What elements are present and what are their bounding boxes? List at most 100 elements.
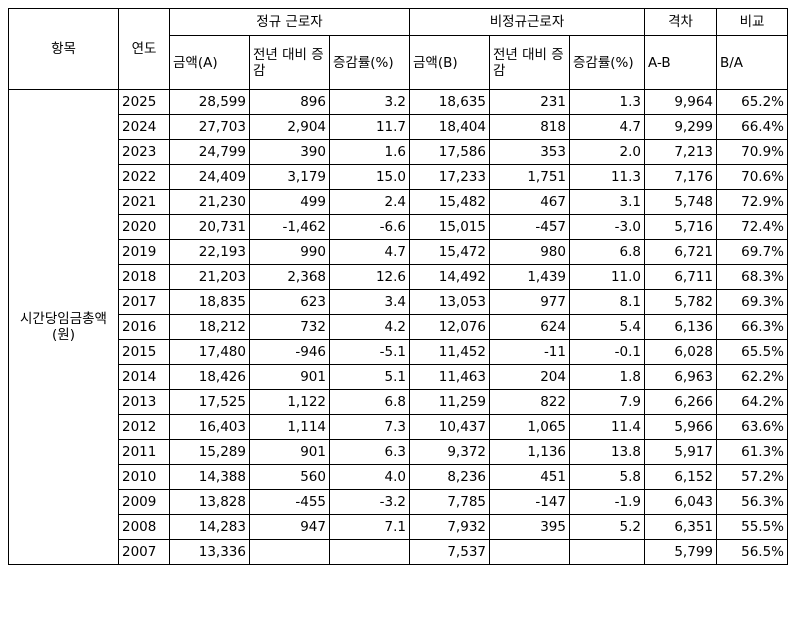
regular-amount-cell: 15,289	[169, 439, 250, 465]
gap-cell: 6,136	[644, 314, 717, 340]
nonregular-rate-cell: -0.1	[569, 339, 645, 365]
table-row: 2013 17,525 1,122 6.8 11,259 822 7.9 6,266 64.2%	[9, 389, 788, 415]
regular-rate-cell: 3.4	[329, 289, 410, 315]
nonregular-amount-cell: 18,404	[409, 114, 490, 140]
gap-cell: 9,964	[644, 89, 717, 115]
header-gap: 격차	[644, 8, 717, 36]
year-cell: 2017	[118, 289, 170, 315]
regular-rate-cell: 7.3	[329, 414, 410, 440]
ratio-cell: 66.3%	[716, 314, 788, 340]
year-cell: 2010	[118, 464, 170, 490]
gap-cell: 6,351	[644, 514, 717, 540]
year-cell: 2023	[118, 139, 170, 165]
regular-change-cell: 901	[249, 439, 330, 465]
regular-change-cell: 3,179	[249, 164, 330, 190]
nonregular-change-cell: 624	[489, 314, 570, 340]
nonregular-change-cell: 451	[489, 464, 570, 490]
table-row: 2010 14,388 560 4.0 8,236 451 5.8 6,152 57.2%	[9, 464, 788, 490]
ratio-cell: 72.4%	[716, 214, 788, 240]
regular-change-cell: 1,122	[249, 389, 330, 415]
regular-amount-cell: 27,703	[169, 114, 250, 140]
header-ratio-formula: B/A	[716, 35, 788, 90]
nonregular-amount-cell: 10,437	[409, 414, 490, 440]
nonregular-rate-cell: 4.7	[569, 114, 645, 140]
header-gap-formula: A-B	[644, 35, 717, 90]
regular-rate-cell: 4.7	[329, 239, 410, 265]
regular-change-cell: 901	[249, 364, 330, 390]
nonregular-change-cell: 395	[489, 514, 570, 540]
year-cell: 2013	[118, 389, 170, 415]
wage-table: 항목 연도 정규 근로자 비정규근로자 격차 비교 금액(A) 전년 대비 증감…	[8, 8, 788, 565]
table-body: 시간당임금총액 (원) 2025 28,599 896 3.2 18,635 231 1.3 9…	[8, 89, 788, 565]
header-nonregular: 비정규근로자	[409, 8, 645, 36]
year-cell: 2024	[118, 114, 170, 140]
nonregular-amount-cell: 17,586	[409, 139, 490, 165]
nonregular-change-cell: 1,751	[489, 164, 570, 190]
regular-change-cell: 732	[249, 314, 330, 340]
year-cell: 2016	[118, 314, 170, 340]
year-cell: 2022	[118, 164, 170, 190]
regular-amount-cell: 14,283	[169, 514, 250, 540]
gap-cell: 5,917	[644, 439, 717, 465]
nonregular-amount-cell: 7,932	[409, 514, 490, 540]
nonregular-rate-cell: -3.0	[569, 214, 645, 240]
nonregular-amount-cell: 11,463	[409, 364, 490, 390]
nonregular-amount-cell: 11,452	[409, 339, 490, 365]
gap-cell: 5,799	[644, 539, 717, 565]
year-cell: 2025	[118, 89, 170, 115]
regular-amount-cell: 17,525	[169, 389, 250, 415]
nonregular-change-cell: 353	[489, 139, 570, 165]
table-container: 항목 연도 정규 근로자 비정규근로자 격차 비교 금액(A) 전년 대비 증감…	[8, 8, 788, 565]
nonregular-amount-cell: 7,785	[409, 489, 490, 515]
gap-cell: 6,266	[644, 389, 717, 415]
gap-cell: 5,966	[644, 414, 717, 440]
gap-cell: 5,748	[644, 189, 717, 215]
header-reg-change: 전년 대비 증감	[249, 35, 330, 90]
nonregular-rate-cell: 2.0	[569, 139, 645, 165]
nonregular-amount-cell: 14,492	[409, 264, 490, 290]
nonregular-amount-cell: 13,053	[409, 289, 490, 315]
regular-amount-cell: 20,731	[169, 214, 250, 240]
regular-change-cell: -946	[249, 339, 330, 365]
ratio-cell: 56.3%	[716, 489, 788, 515]
nonregular-rate-cell: -1.9	[569, 489, 645, 515]
nonregular-rate-cell: 6.8	[569, 239, 645, 265]
year-cell: 2020	[118, 214, 170, 240]
header-row-2: 금액(A) 전년 대비 증감 증감률(%) 금액(B) 전년 대비 증감 증감률…	[9, 35, 788, 90]
gap-cell: 9,299	[644, 114, 717, 140]
regular-change-cell: 623	[249, 289, 330, 315]
regular-rate-cell: 3.2	[329, 89, 410, 115]
item-label: 시간당임금총액 (원)	[8, 89, 119, 565]
regular-rate-cell: 2.4	[329, 189, 410, 215]
nonregular-amount-cell: 15,482	[409, 189, 490, 215]
regular-rate-cell: 6.8	[329, 389, 410, 415]
header-regular: 정규 근로자	[169, 8, 410, 36]
nonregular-rate-cell: 5.4	[569, 314, 645, 340]
table-row: 2011 15,289 901 6.3 9,372 1,136 13.8 5,917 61.3%	[9, 439, 788, 465]
table-row: 2016 18,212 732 4.2 12,076 624 5.4 6,136 66.3%	[9, 314, 788, 340]
regular-change-cell: -1,462	[249, 214, 330, 240]
ratio-cell: 66.4%	[716, 114, 788, 140]
nonregular-rate-cell: 5.8	[569, 464, 645, 490]
regular-amount-cell: 21,203	[169, 264, 250, 290]
regular-rate-cell: 7.1	[329, 514, 410, 540]
nonregular-amount-cell: 11,259	[409, 389, 490, 415]
regular-amount-cell: 22,193	[169, 239, 250, 265]
nonregular-rate-cell: 1.8	[569, 364, 645, 390]
nonregular-rate-cell: 5.2	[569, 514, 645, 540]
year-cell: 2011	[118, 439, 170, 465]
table-row: 2008 14,283 947 7.1 7,932 395 5.2 6,351 55.5%	[9, 514, 788, 540]
year-cell: 2021	[118, 189, 170, 215]
header-non-rate: 증감률(%)	[569, 35, 645, 90]
header-row-1: 항목 연도 정규 근로자 비정규근로자 격차 비교	[8, 8, 788, 90]
nonregular-rate-cell	[569, 539, 645, 565]
nonregular-change-cell: 980	[489, 239, 570, 265]
ratio-cell: 55.5%	[716, 514, 788, 540]
regular-rate-cell: 11.7	[329, 114, 410, 140]
regular-change-cell: 896	[249, 89, 330, 115]
nonregular-amount-cell: 15,472	[409, 239, 490, 265]
nonregular-change-cell: 1,136	[489, 439, 570, 465]
regular-amount-cell: 16,403	[169, 414, 250, 440]
regular-rate-cell: 1.6	[329, 139, 410, 165]
ratio-cell: 61.3%	[716, 439, 788, 465]
